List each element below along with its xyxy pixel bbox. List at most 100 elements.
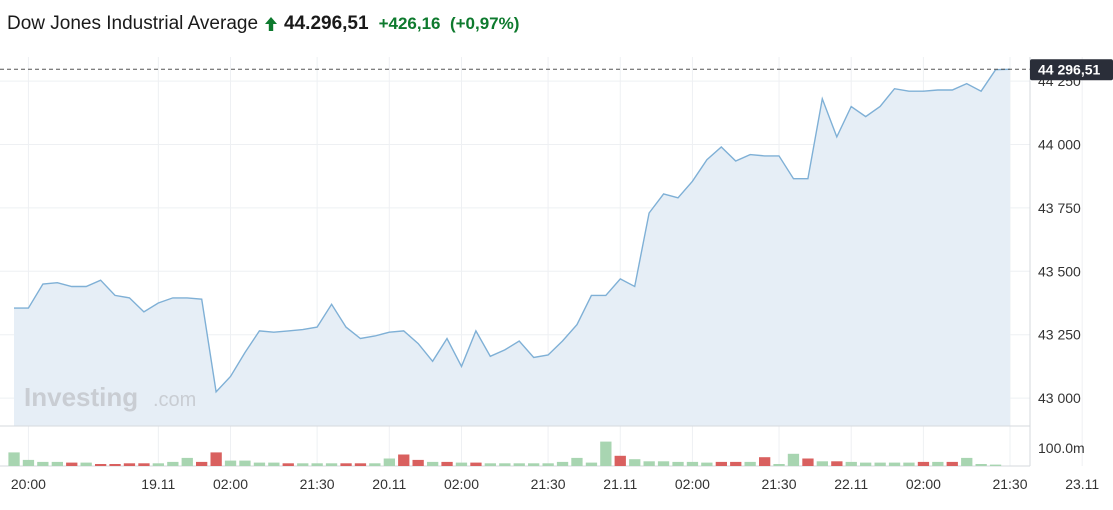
volume-bar xyxy=(643,461,655,466)
volume-bar xyxy=(874,462,886,466)
volume-bar xyxy=(268,462,280,466)
y-tick-label: 44 000 xyxy=(1038,137,1081,153)
volume-bar xyxy=(657,461,670,466)
volume-bar xyxy=(715,461,727,466)
volume-bar xyxy=(961,457,973,466)
volume-bar xyxy=(470,462,482,466)
x-tick-label: 21:30 xyxy=(531,476,566,492)
chart-header: Dow Jones Industrial Average 44.296,51 +… xyxy=(7,10,519,38)
x-tick-label: 02:00 xyxy=(906,476,941,492)
volume-bar xyxy=(903,462,915,466)
volume-bar xyxy=(528,463,540,466)
price-area-fill xyxy=(14,69,1010,427)
volume-bar xyxy=(123,463,136,466)
volume-bar xyxy=(152,463,164,466)
volume-bar xyxy=(412,459,424,466)
x-axis-ticks: 20:00 19.11 02:00 21:30 20.11 02:00 21:30 21.11… xyxy=(11,476,1100,492)
volume-bar xyxy=(8,452,20,466)
x-tick-label: 22.11 xyxy=(834,476,868,492)
volume-bar xyxy=(802,458,814,466)
y-tick-label: 43 000 xyxy=(1038,390,1081,406)
volume-bar xyxy=(37,461,49,466)
watermark-suffix: .com xyxy=(153,389,196,411)
volume-bar xyxy=(759,457,771,466)
last-price: 44.296,51 xyxy=(284,13,369,34)
x-tick-label: 02:00 xyxy=(213,476,248,492)
volume-bar xyxy=(845,461,857,466)
volume-scale-label: 100.0m xyxy=(1038,440,1085,456)
volume-bar xyxy=(109,464,121,466)
volume-bar xyxy=(701,462,713,466)
volume-bar xyxy=(629,459,641,466)
volume-bar xyxy=(932,461,944,466)
volume-bar xyxy=(787,453,800,466)
volume-bar xyxy=(427,461,439,466)
volume-bar xyxy=(441,461,453,466)
volume-bar xyxy=(383,458,395,466)
x-tick-label: 23.11 xyxy=(1065,476,1099,492)
volume-bar xyxy=(556,461,569,466)
price-tag-background xyxy=(1030,59,1113,81)
last-price-tag: 44 296,51 xyxy=(1030,59,1113,81)
x-tick-label: 20.11 xyxy=(372,476,406,492)
volume-bar xyxy=(354,463,367,466)
y-tick-label: 43 500 xyxy=(1038,263,1081,279)
investing-watermark: Investing .com xyxy=(24,382,196,412)
price-change: +426,16 (+0,97%) xyxy=(379,14,520,34)
x-tick-label: 20:00 xyxy=(11,476,46,492)
volume-bar xyxy=(730,461,742,466)
volume-bar xyxy=(224,460,237,466)
change-value: +426,16 xyxy=(378,14,441,33)
watermark-brand: Investing xyxy=(24,382,138,412)
volume-bar xyxy=(253,462,266,466)
volume-bar xyxy=(369,463,381,466)
volume-bar xyxy=(542,463,554,466)
volume-bar xyxy=(138,463,150,466)
x-tick-label: 02:00 xyxy=(444,476,479,492)
volume-bar xyxy=(325,463,338,466)
change-percent: (+0,97%) xyxy=(449,14,520,33)
volume-bar xyxy=(860,462,872,466)
volume-bar xyxy=(66,462,78,466)
volume-bar xyxy=(672,461,684,466)
x-tick-label: 02:00 xyxy=(675,476,710,492)
volume-bar xyxy=(282,463,294,466)
price-line xyxy=(14,68,1011,394)
volume-bar xyxy=(614,455,626,466)
volume-bar xyxy=(975,464,987,466)
volume-bar xyxy=(499,463,511,466)
x-tick-label: 21:30 xyxy=(992,476,1027,492)
volume-bar xyxy=(181,457,193,466)
volume-bar xyxy=(297,463,309,466)
volume-bar xyxy=(484,463,496,466)
x-tick-label: 21.11 xyxy=(603,476,637,492)
volume-bar xyxy=(340,463,352,466)
volume-bar xyxy=(455,462,468,466)
volume-bar xyxy=(571,457,583,466)
volume-bar xyxy=(744,461,756,466)
volume-bar xyxy=(51,461,63,466)
volume-bar xyxy=(946,461,958,466)
x-tick-label: 19.11 xyxy=(141,476,175,492)
x-tick-label: 21:30 xyxy=(300,476,335,492)
y-tick-label: 43 250 xyxy=(1038,327,1081,343)
volume-bar xyxy=(196,461,208,466)
volume-bars xyxy=(8,441,1002,466)
volume-bar xyxy=(917,461,930,466)
volume-bar xyxy=(585,462,598,466)
x-tick-label: 21:30 xyxy=(761,476,796,492)
volume-bar xyxy=(398,454,410,466)
volume-bar xyxy=(773,464,785,466)
volume-bar xyxy=(95,464,107,466)
volume-bar xyxy=(989,464,1002,466)
volume-bar xyxy=(239,460,251,466)
y-tick-label: 43 750 xyxy=(1038,200,1081,216)
volume-bar xyxy=(888,462,901,466)
volume-bar xyxy=(167,461,179,466)
up-arrow-icon xyxy=(265,17,278,31)
volume-bar xyxy=(600,441,612,466)
volume-bar xyxy=(513,463,525,466)
volume-bar xyxy=(831,461,843,466)
